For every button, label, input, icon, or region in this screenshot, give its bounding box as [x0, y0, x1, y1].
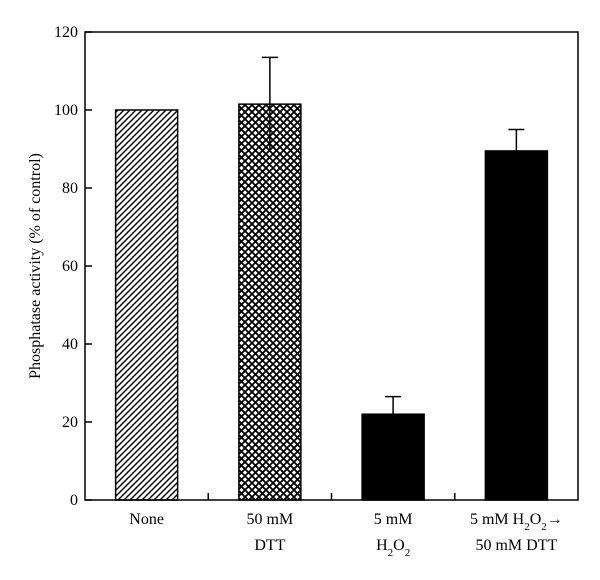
category-label-1-line-1: DTT [254, 537, 285, 554]
category-label-1-seg-0-0: 50 mM [247, 511, 294, 528]
category-label-3-seg-0-1: 2 [524, 521, 530, 533]
category-label-3-seg-0-3: 2 [541, 521, 547, 533]
y-tick-label-1: 20 [62, 414, 78, 431]
category-label-2-seg-1-3: 2 [405, 547, 411, 559]
category-label-2-seg-0-0: 5 mM [374, 511, 413, 528]
category-label-3-seg-0-0: 5 mM H [470, 511, 525, 528]
y-tick-label-2: 40 [62, 336, 78, 353]
bar-0 [114, 109, 179, 501]
category-label-3: 5 mM H2O2→50 mM DTT [470, 511, 563, 554]
category-label-3-seg-0-4: → [547, 511, 563, 528]
y-tick-label-0: 0 [70, 492, 78, 509]
category-label-0-seg-0-0: None [129, 511, 164, 528]
category-label-3-seg-1-0: 50 mM DTT [475, 537, 557, 554]
y-axis-label: Phosphatase activity (% of control) [27, 153, 44, 379]
category-label-1-seg-1-0: DTT [254, 537, 285, 554]
category-label-2-line-1: H2O2 [376, 537, 410, 559]
bar-3 [484, 150, 549, 501]
bar-1 [238, 103, 302, 501]
y-tick-label-3: 60 [62, 258, 78, 275]
category-label-2-line-0: 5 mM [374, 511, 413, 528]
category-label-1: 50 mM DTT [247, 511, 294, 554]
y-tick-label-6: 120 [54, 24, 78, 41]
category-label-2-seg-1-0: H [376, 537, 388, 554]
category-label-3-line-1: 50 mM DTT [475, 537, 557, 554]
y-tick-label-4: 80 [62, 180, 78, 197]
category-label-1-line-0: 50 mM [247, 511, 294, 528]
category-label-3-seg-0-2: O [530, 511, 542, 528]
category-label-3-line-0: 5 mM H2O2→ [470, 511, 563, 533]
category-label-2-seg-1-2: O [393, 537, 405, 554]
y-tick-label-5: 100 [54, 102, 78, 119]
category-label-0: None [129, 511, 164, 528]
category-label-0-line-0: None [129, 511, 164, 528]
category-label-2-seg-1-1: 2 [388, 547, 394, 559]
